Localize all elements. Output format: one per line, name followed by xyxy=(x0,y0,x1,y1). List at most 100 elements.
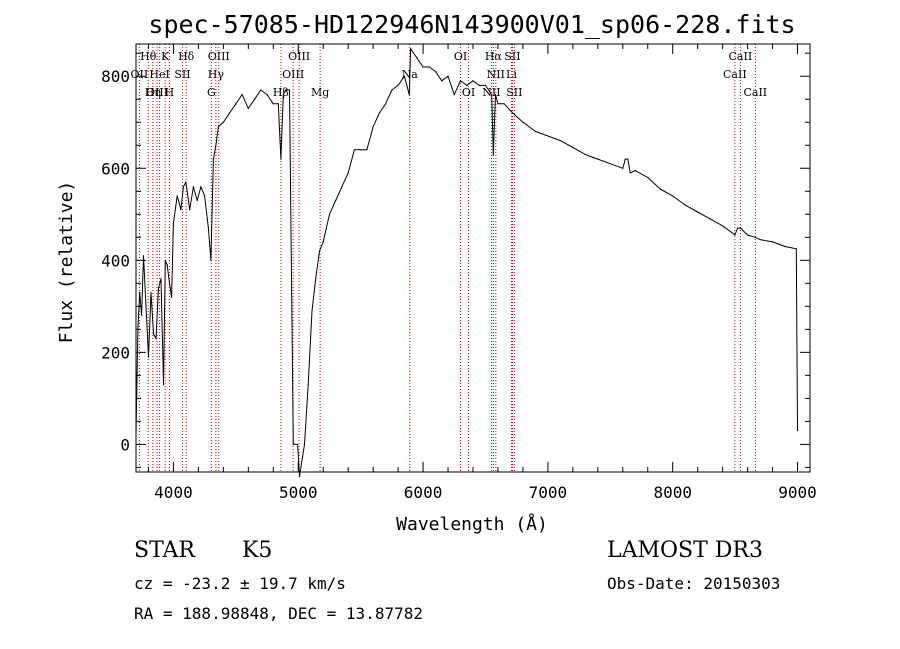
spectrum-point xyxy=(254,98,256,100)
spectrum-chart: spec-57085-HD122946N143900V01_sp06-228.f… xyxy=(56,10,817,535)
spectrum-point xyxy=(176,195,178,197)
spectrum-point xyxy=(142,255,145,257)
spectrum-point xyxy=(145,305,147,307)
spectrum-point xyxy=(266,94,268,96)
spectrum-point xyxy=(722,225,724,227)
spectrum-point xyxy=(204,195,206,197)
line-marker-label: OIII xyxy=(282,68,304,81)
spectrum-point xyxy=(408,94,410,96)
line-marker-label: Li xyxy=(506,68,517,81)
spectrum-point xyxy=(737,227,739,229)
spectrum-point xyxy=(164,259,166,261)
spectrum-point xyxy=(282,94,284,96)
spectrum-point xyxy=(684,204,686,206)
spectrum-point xyxy=(378,112,380,114)
spectrum-point xyxy=(796,430,799,432)
spectrum-point xyxy=(597,158,599,160)
x-tick-label: 6000 xyxy=(404,483,443,502)
line-marker-label: NII xyxy=(487,68,505,81)
spectrum-point xyxy=(784,245,786,248)
spectrum-point xyxy=(647,176,649,179)
line-marker-label: OI xyxy=(462,86,475,99)
spectrum-point xyxy=(241,94,243,96)
line-marker-label: Hη xyxy=(145,86,161,99)
spectrum-point xyxy=(747,234,749,236)
spectrum-point xyxy=(503,103,505,105)
spectrum-point xyxy=(182,186,184,188)
spectrum-point xyxy=(428,66,430,68)
line-marker-label: OIII xyxy=(146,86,168,99)
x-tick-label: 8000 xyxy=(653,483,692,502)
spectrum-point xyxy=(522,121,524,123)
coordinates: RA = 188.98848, DEC = 13.87782 xyxy=(134,604,423,623)
spectrum-point xyxy=(298,476,301,478)
axes: 4000 5000 6000 7000 8000 9000 0 200 400 600 800 xyxy=(101,44,817,502)
spectrum-point xyxy=(303,443,306,445)
spectrum-point xyxy=(709,218,711,220)
x-tick-label: 9000 xyxy=(778,483,817,502)
line-marker-label: Hβ xyxy=(273,86,289,99)
chart-title: spec-57085-HD122946N143900V01_sp06-228.f… xyxy=(148,10,795,39)
line-marker-label: SII xyxy=(504,50,520,63)
spectrum-point xyxy=(335,199,337,202)
spectrum-point xyxy=(288,89,291,91)
spectrum-point xyxy=(459,80,462,82)
spectrum-point xyxy=(171,296,173,298)
spectrum-point xyxy=(155,337,157,340)
redshift-value: cz = -23.2 ± 19.7 km/s xyxy=(134,574,346,593)
spectrum-point xyxy=(189,209,191,211)
line-marker-label: OII xyxy=(131,68,149,81)
spectrum-point xyxy=(391,89,393,91)
spectrum-point xyxy=(307,384,309,386)
spectrum-point xyxy=(150,291,152,294)
line-marker-label: CaII xyxy=(729,50,753,63)
spectrum-point xyxy=(609,163,611,165)
spectrum-line xyxy=(135,48,798,478)
spectrum-point xyxy=(497,103,499,105)
spectrum-point xyxy=(328,213,331,215)
spectrum-point xyxy=(491,94,493,96)
spectrum-point xyxy=(192,186,194,188)
spectrum-point xyxy=(353,149,355,151)
spectrum-point xyxy=(215,144,217,146)
line-marker-label: Hγ xyxy=(208,68,225,81)
spectrum-point xyxy=(772,241,774,243)
spectrum-point xyxy=(157,287,160,289)
spectrum-point xyxy=(285,89,287,91)
line-marker-label: SII xyxy=(506,86,522,99)
spectrum-point xyxy=(624,158,626,160)
spectrum-point xyxy=(372,126,374,128)
spectrum-point xyxy=(315,278,317,280)
spectrum-point xyxy=(622,167,624,169)
spectrum-point xyxy=(180,209,182,211)
line-marker-label: Mg xyxy=(311,86,329,99)
spectrum-point xyxy=(759,239,761,241)
spectrum-point xyxy=(172,222,174,225)
spectrum-point xyxy=(160,278,162,280)
spectrum-point xyxy=(385,103,387,105)
line-marker-label: Hα xyxy=(485,50,503,63)
spectrum-point xyxy=(277,103,279,105)
spectrum-point xyxy=(166,264,168,266)
spectrum-point xyxy=(318,250,321,252)
spectrum-point xyxy=(572,146,574,149)
line-marker-label: K xyxy=(161,50,170,63)
line-marker-label: CaII xyxy=(723,68,747,81)
spectrum-point xyxy=(347,172,349,174)
spectrum-point xyxy=(341,186,343,188)
line-marker-label: OIII xyxy=(288,50,310,63)
spectrum-point xyxy=(697,211,699,213)
spectrum-point xyxy=(509,110,511,112)
spectrum-point xyxy=(322,241,324,243)
spectrum-point xyxy=(629,172,631,174)
spectrum-point xyxy=(435,71,437,73)
spectrum-point xyxy=(734,234,736,236)
spectrum-point xyxy=(478,84,480,86)
observation-date: Obs-Date: 20150303 xyxy=(607,574,781,593)
spectrum-point xyxy=(627,158,629,160)
object-class: STAR xyxy=(134,538,195,563)
line-marker-label: CaII xyxy=(743,86,767,99)
spectrum-point xyxy=(311,310,313,312)
